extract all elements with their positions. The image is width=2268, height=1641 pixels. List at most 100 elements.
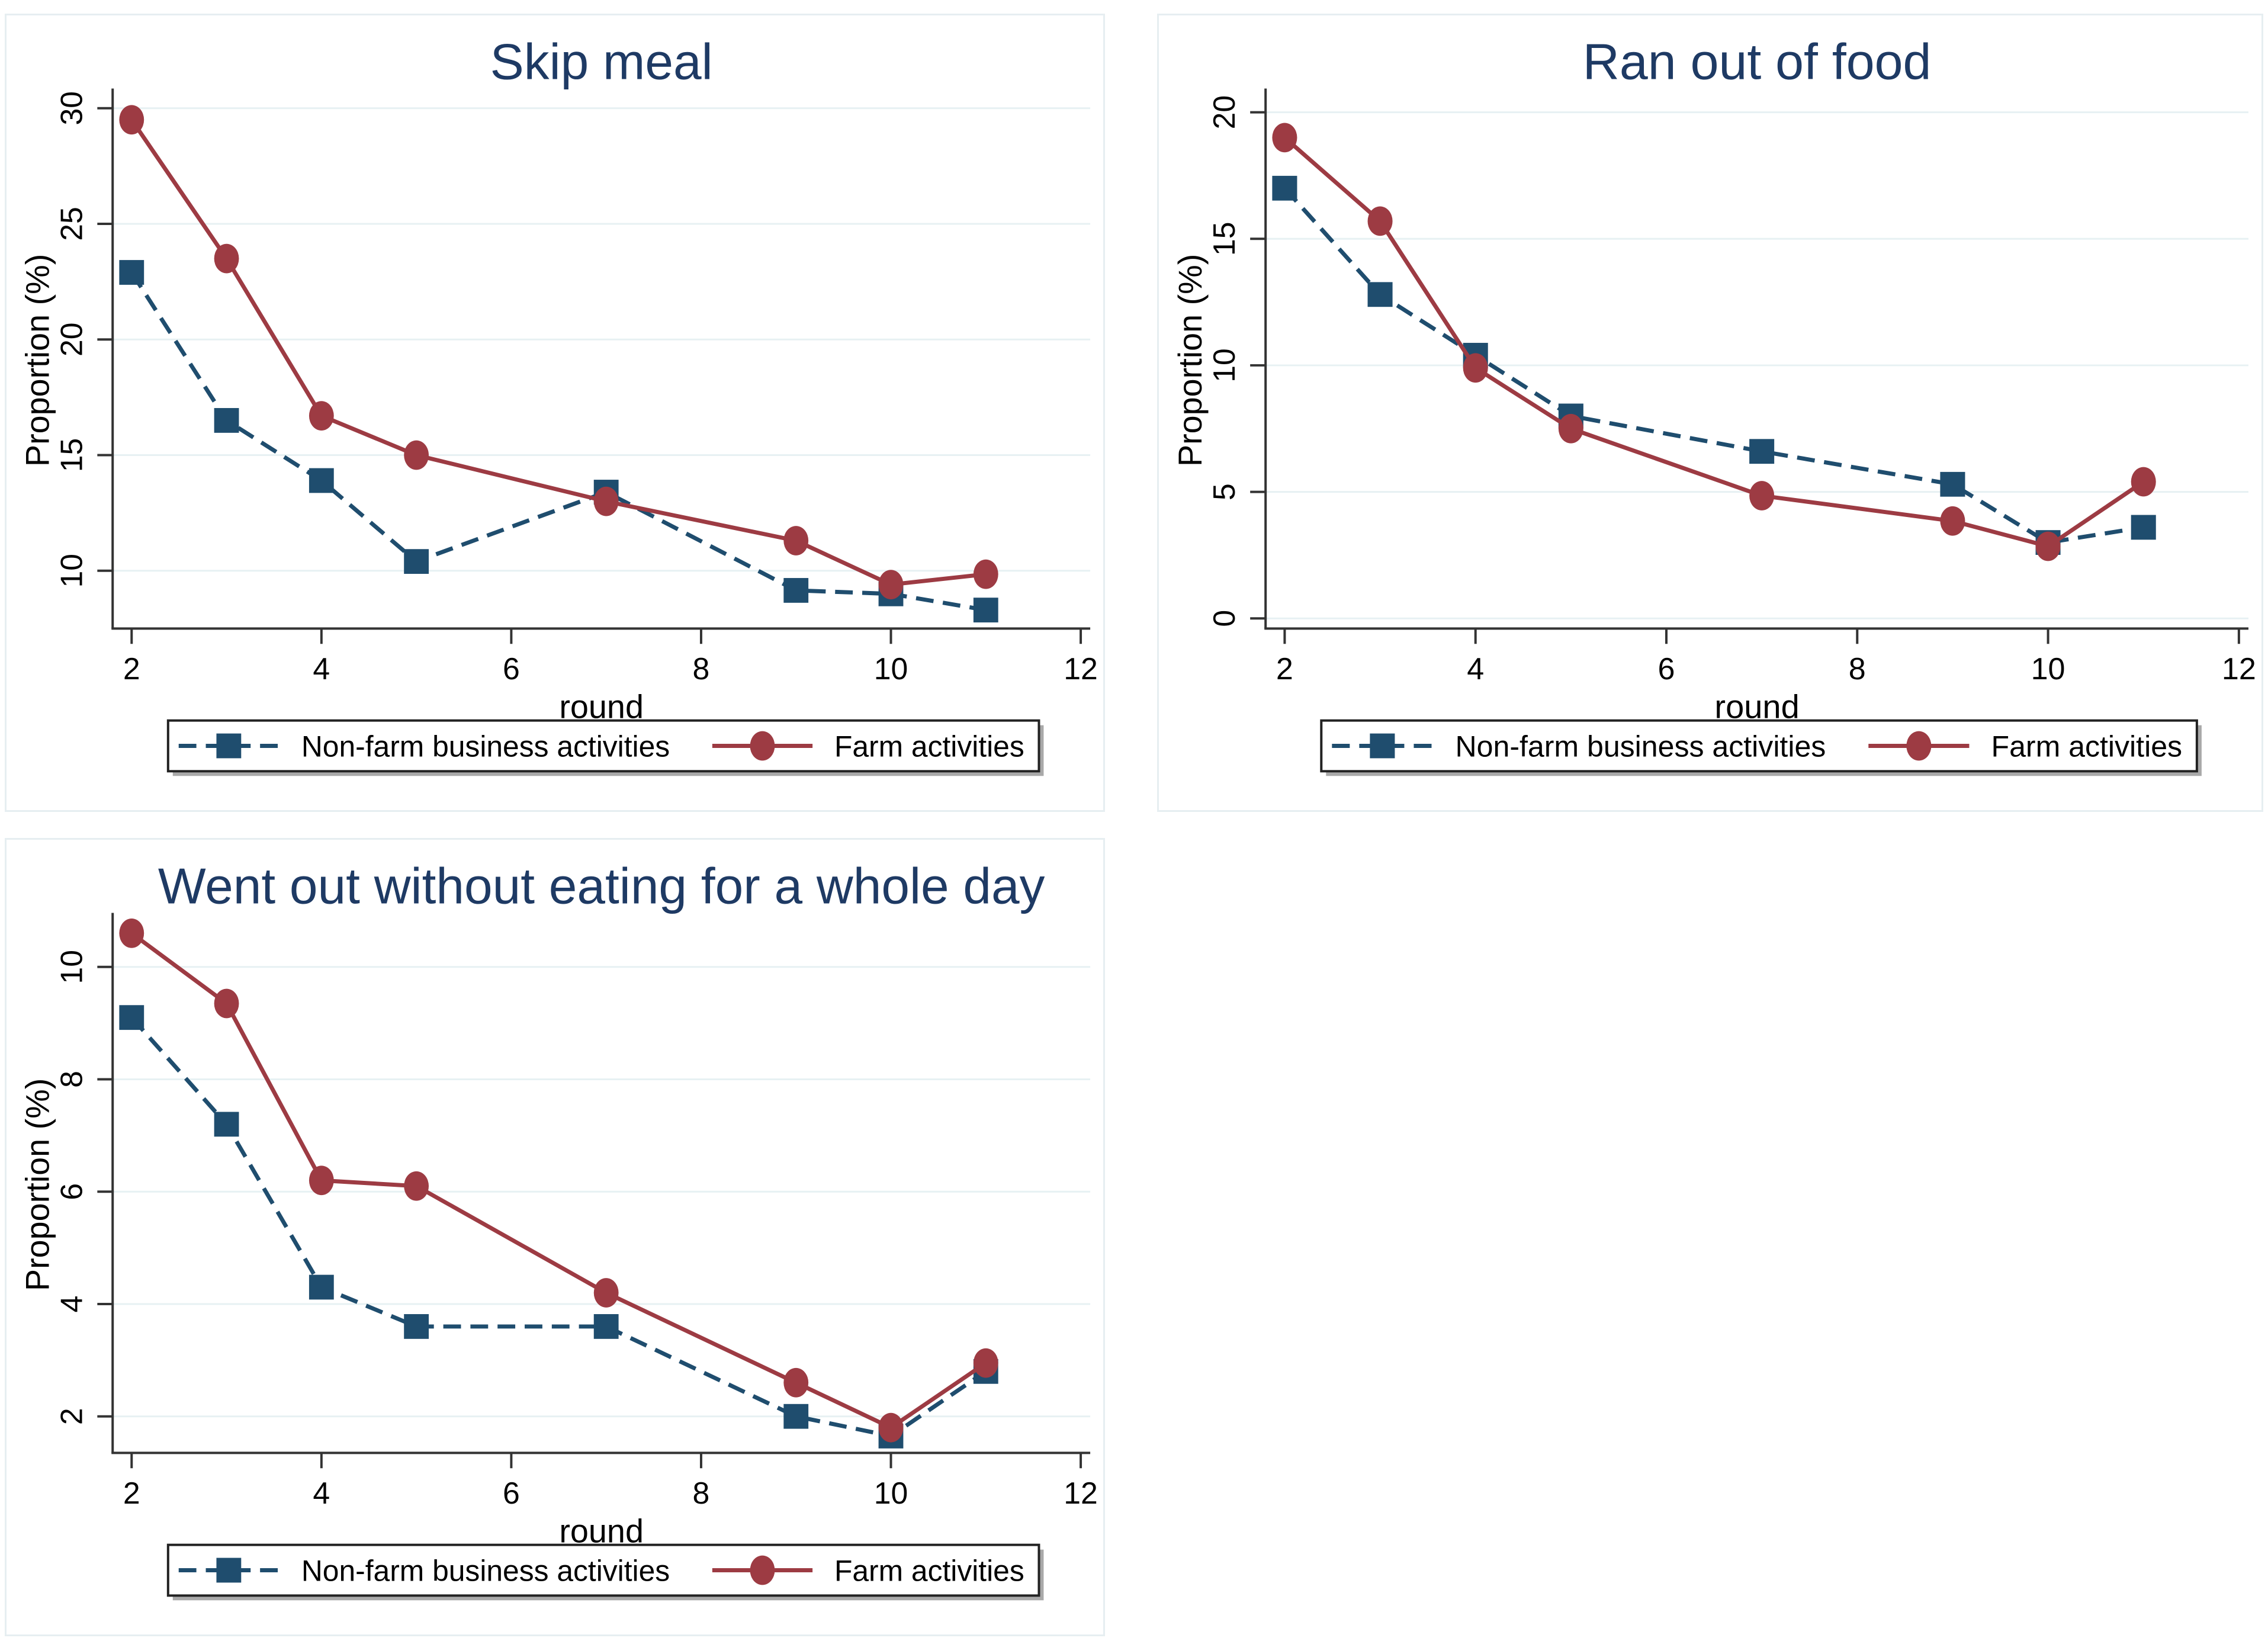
marker-nonfarm [119, 260, 144, 285]
x-tick-label: 4 [1467, 652, 1484, 686]
marker-farm [214, 988, 239, 1019]
y-tick-label: 10 [1207, 348, 1242, 383]
y-tick-label: 25 [54, 207, 88, 241]
series-line-farm [130, 932, 987, 1430]
marker-legend-farm [750, 1555, 775, 1585]
series-line-nonfarm [1283, 187, 2144, 545]
marker-nonfarm [119, 1005, 144, 1030]
marker-farm [1272, 123, 1297, 153]
marker-legend-farm [1906, 731, 1932, 761]
legend-box [166, 719, 1040, 773]
marker-farm [1463, 353, 1488, 383]
marker-farm [309, 401, 334, 431]
series-line-farm [130, 118, 987, 587]
marker-farm [783, 1367, 809, 1398]
legend-label: Farm activities [834, 730, 1024, 763]
marker-farm [878, 570, 904, 600]
marker-farm [593, 1278, 619, 1308]
marker-farm [119, 918, 144, 948]
x-tick-label: 2 [123, 651, 140, 686]
y-tick-label: 20 [1207, 95, 1242, 130]
marker-farm [1558, 413, 1583, 444]
marker-farm [404, 440, 429, 470]
y-tick-label: 30 [54, 91, 88, 126]
y-tick-label: 6 [54, 1183, 88, 1200]
marker-farm [973, 1348, 998, 1378]
y-axis-title: Proportion (%) [20, 1078, 56, 1291]
legend-label: Non-farm business activities [1456, 730, 1826, 763]
marker-nonfarm [1272, 175, 1297, 201]
marker-legend-nonfarm [216, 733, 242, 759]
y-tick-label: 0 [1207, 610, 1242, 627]
x-tick-label: 8 [693, 1476, 710, 1510]
chart-panel-skip-meal: 10 15 20 25 30 2 4 6 8 10 12 Skip meal round Proporti… [5, 14, 1105, 812]
chart-panel-ran-out-of-food: 0 5 10 15 20 2 4 6 8 10 12 Ran out of food round Prop… [1157, 14, 2263, 812]
marker-nonfarm [309, 1274, 334, 1300]
marker-nonfarm [1749, 439, 1775, 464]
x-axis-title: round [559, 1513, 644, 1550]
y-axis-title: Proportion (%) [1171, 254, 1209, 467]
marker-farm [1367, 206, 1393, 236]
y-tick-label: 10 [54, 554, 88, 588]
x-tick-label: 6 [503, 1476, 520, 1510]
x-tick-label: 10 [874, 651, 908, 686]
legend-label: Non-farm business activities [301, 730, 670, 763]
marker-nonfarm [309, 468, 334, 493]
x-tick-label: 12 [2222, 652, 2256, 686]
x-tick-label: 12 [1064, 1476, 1098, 1510]
series-line-nonfarm [130, 1016, 987, 1438]
chart-title: Ran out of food [1583, 34, 1932, 91]
marker-farm [2035, 531, 2061, 561]
marker-legend-nonfarm [1370, 733, 1395, 759]
x-tick-label: 4 [313, 651, 330, 686]
marker-legend-farm [750, 731, 775, 761]
y-tick-label: 10 [54, 950, 88, 984]
marker-farm [404, 1171, 429, 1201]
marker-nonfarm [404, 1314, 429, 1339]
marker-farm [1940, 506, 1965, 536]
legend-label: Farm activities [1991, 730, 2183, 763]
series-line-farm [1283, 136, 2145, 549]
y-tick-label: 2 [54, 1408, 88, 1425]
marker-farm [2131, 467, 2156, 497]
ran-out-of-food-chart: 0 5 10 15 20 2 4 6 8 10 12 Ran out of food round Prop… [1171, 34, 2256, 776]
marker-legend-nonfarm [216, 1557, 242, 1583]
y-tick-label: 15 [1207, 221, 1242, 256]
went-without-eating-chart: 2 4 6 8 10 2 4 6 8 10 12 Went out without eating fo… [20, 858, 1098, 1601]
chart-title: Went out without eating for a whole day [158, 858, 1045, 915]
legend-box [166, 1543, 1040, 1597]
x-axis-title: round [559, 689, 644, 725]
x-tick-label: 8 [1849, 652, 1866, 686]
x-tick-label: 2 [1276, 652, 1293, 686]
marker-farm [119, 105, 144, 135]
marker-farm [214, 243, 239, 274]
y-tick-label: 15 [54, 438, 88, 473]
marker-nonfarm [783, 578, 809, 603]
marker-nonfarm [404, 549, 429, 574]
x-tick-label: 6 [1658, 652, 1675, 686]
skip-meal-chart: 10 15 20 25 30 2 4 6 8 10 12 Skip meal round Proporti… [20, 34, 1098, 776]
marker-farm [878, 1412, 904, 1443]
y-axis-title: Proportion (%) [20, 254, 56, 467]
chart-title: Skip meal [490, 34, 713, 91]
marker-farm [593, 486, 619, 516]
marker-farm [783, 526, 809, 555]
x-tick-label: 10 [874, 1476, 908, 1510]
marker-nonfarm [1367, 282, 1393, 307]
y-tick-label: 4 [54, 1296, 88, 1313]
marker-nonfarm [783, 1404, 809, 1429]
marker-nonfarm [214, 1112, 239, 1137]
series-line-nonfarm [130, 271, 987, 612]
x-tick-label: 12 [1064, 651, 1098, 686]
y-tick-label: 8 [54, 1071, 88, 1088]
chart-panel-went-without-eating: 2 4 6 8 10 2 4 6 8 10 12 Went out without eating fo… [5, 838, 1105, 1636]
x-tick-label: 4 [313, 1476, 330, 1510]
x-axis-title: round [1714, 688, 1799, 725]
x-tick-label: 10 [2031, 652, 2065, 686]
marker-farm [309, 1165, 334, 1196]
marker-farm [1749, 481, 1775, 510]
marker-nonfarm [214, 408, 239, 433]
legend-box [1320, 719, 2198, 773]
legend-label: Farm activities [834, 1554, 1024, 1587]
